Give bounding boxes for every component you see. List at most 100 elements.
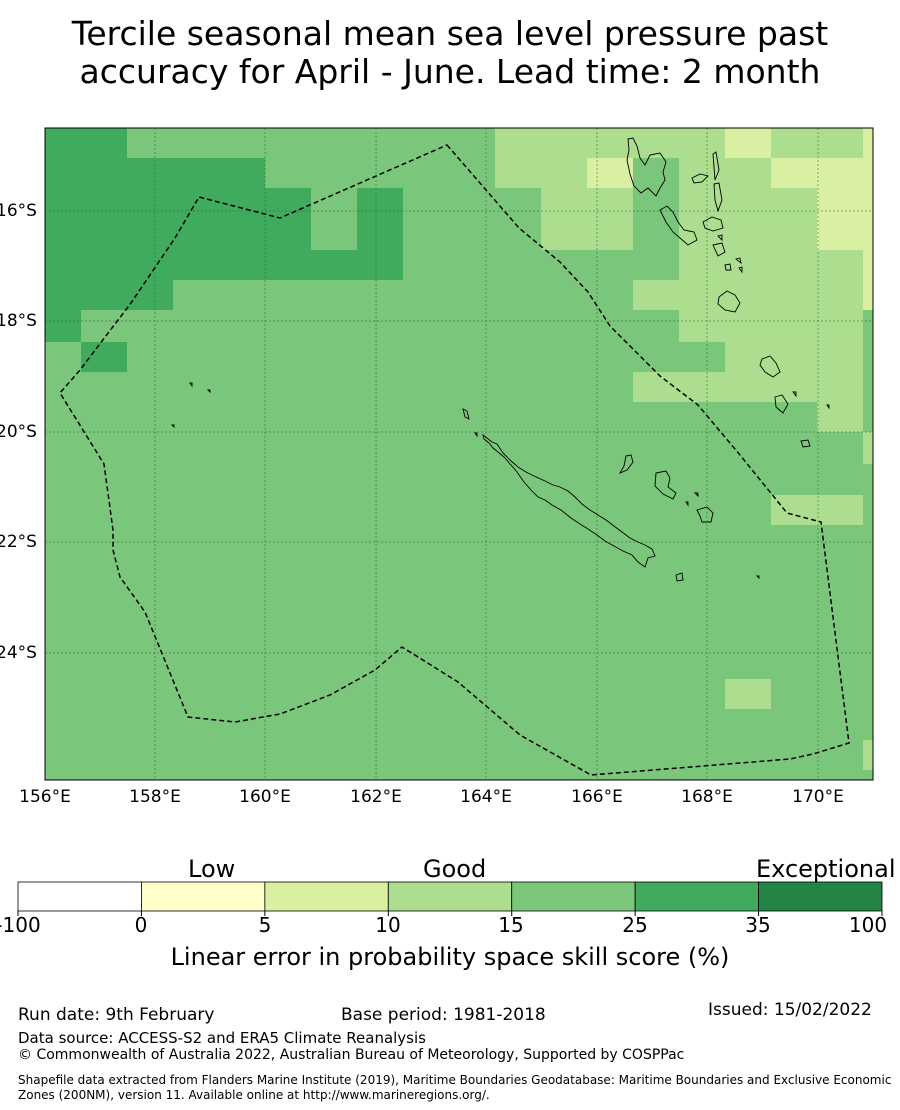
efate-island: [717, 290, 741, 313]
lat-label-22s: 22°S: [0, 532, 37, 552]
colorbar-segment: [511, 881, 636, 912]
shepherd-islands: [724, 263, 732, 271]
copyright: © Commonwealth of Australia 2022, Austra…: [18, 1047, 685, 1063]
skill-grid-cell: [817, 188, 863, 250]
small-islet: [206, 389, 211, 394]
skill-grid-cell: [817, 402, 863, 432]
skill-grid-cell: [81, 342, 127, 372]
skill-grid-cell: [45, 310, 81, 342]
eez-boundary-line: [59, 144, 850, 776]
skill-grid-cell: [725, 128, 771, 158]
legend-category-exceptional: Exceptional: [756, 855, 896, 883]
skill-grid-cell: [863, 740, 873, 770]
small-islet: [474, 432, 478, 438]
small-islet: [189, 382, 193, 388]
colorbar-segment: [634, 881, 759, 912]
colorbar-tick-label: 35: [745, 913, 771, 937]
skill-grid-cell: [679, 158, 771, 188]
skill-grid-cell: [771, 158, 863, 188]
shapefile-credit: Shapefile data extracted from Flanders M…: [18, 1073, 892, 1102]
maewo-island: [712, 151, 720, 181]
lat-label-24s: 24°S: [0, 643, 37, 663]
small-islet: [685, 501, 689, 507]
skill-grid-cell: [679, 250, 863, 280]
lon-label-170e: 170°E: [792, 787, 844, 807]
lon-label-156e: 156°E: [19, 787, 71, 807]
skill-grid-cell: [173, 158, 265, 280]
skill-grid-cell: [495, 128, 725, 158]
colorbar-tick-label: 0: [134, 913, 148, 937]
ouvea-island: [618, 454, 634, 474]
colorbar-segment: [387, 881, 513, 912]
graticule: [45, 128, 873, 780]
belep-islands: [462, 408, 470, 420]
skill-grid-cell: [863, 432, 873, 464]
lat-label-18s: 18°S: [0, 311, 37, 331]
coastlines: [170, 137, 830, 582]
skill-grid-cell: [679, 310, 863, 342]
skill-grid-cell: [863, 128, 873, 310]
skill-grid: [45, 128, 873, 780]
legend-category-low: Low: [188, 855, 236, 883]
colorbar-label: Linear error in probability space skill …: [170, 943, 730, 971]
map-title-line-1: Tercile seasonal mean sea level pressure…: [71, 14, 829, 53]
ambae-island: [691, 173, 709, 184]
skill-grid-cell: [357, 188, 403, 280]
colorbar-tick-label: 15: [498, 913, 524, 937]
skill-grid-cell: [725, 342, 863, 372]
small-islet: [738, 266, 743, 274]
lat-label-20s: 20°S: [0, 422, 37, 442]
small-islet: [735, 257, 742, 265]
lon-label-158e: 158°E: [129, 787, 181, 807]
skill-grid-cell: [311, 250, 357, 280]
ambrym-island: [702, 216, 724, 232]
colorbar-segment: [141, 881, 266, 912]
lon-label-162e: 162°E: [350, 787, 402, 807]
colorbar-tick-label: 100: [848, 913, 888, 937]
skill-grid-cell: [633, 280, 863, 310]
lon-label-166e: 166°E: [571, 787, 623, 807]
lon-label-164e: 164°E: [460, 787, 512, 807]
skill-grid-cell: [127, 158, 173, 310]
mare-island: [696, 506, 714, 523]
small-islet: [826, 404, 830, 410]
issued-date: Issued: 15/02/2022: [708, 1000, 872, 1020]
tanna-island: [774, 394, 789, 414]
colorbar-tick-label: 10: [375, 913, 401, 937]
legend-category-good: Good: [423, 855, 487, 883]
skill-grid-cell: [771, 128, 863, 158]
skill-grid-cell: [45, 128, 127, 310]
colorbar-tick-label: -100: [0, 913, 41, 937]
small-islet: [170, 424, 175, 429]
colorbar-segment: [264, 881, 389, 912]
pentecost-island: [713, 182, 723, 213]
lon-label-160e: 160°E: [239, 787, 291, 807]
epi-island: [712, 242, 726, 257]
data-source: Data source: ACCESS-S2 and ERA5 Climate …: [18, 1029, 426, 1047]
skill-grid-cell: [633, 372, 863, 402]
erromango-island: [759, 355, 781, 378]
skill-grid-cell: [679, 188, 819, 250]
skill-grid-cell: [587, 158, 633, 188]
map-frame: [44, 127, 874, 781]
small-islet: [717, 234, 723, 242]
colorbar: [17, 881, 883, 916]
map-title-line-2: accuracy for April - June. Lead time: 2 …: [79, 52, 821, 91]
skill-grid-cell: [725, 679, 771, 709]
small-islet: [755, 575, 760, 580]
new-caledonia-island: [482, 433, 656, 568]
skill-grid-cell: [265, 188, 311, 280]
espiritu-santo-island: [626, 137, 667, 197]
skill-grid-cell: [495, 158, 587, 188]
lon-label-168e: 168°E: [681, 787, 733, 807]
run-date: Run date: 9th February: [18, 1005, 215, 1025]
aneityum-island: [800, 439, 811, 448]
colorbar-tick-label: 25: [622, 913, 648, 937]
colorbar-segment: [17, 881, 142, 912]
colorbar-segment: [758, 881, 883, 912]
colorbar-tick-label: 5: [258, 913, 272, 937]
map-figure: [17, 127, 883, 916]
isle-of-pines: [675, 572, 684, 582]
small-islet: [792, 391, 797, 398]
lifou-island: [654, 470, 677, 500]
